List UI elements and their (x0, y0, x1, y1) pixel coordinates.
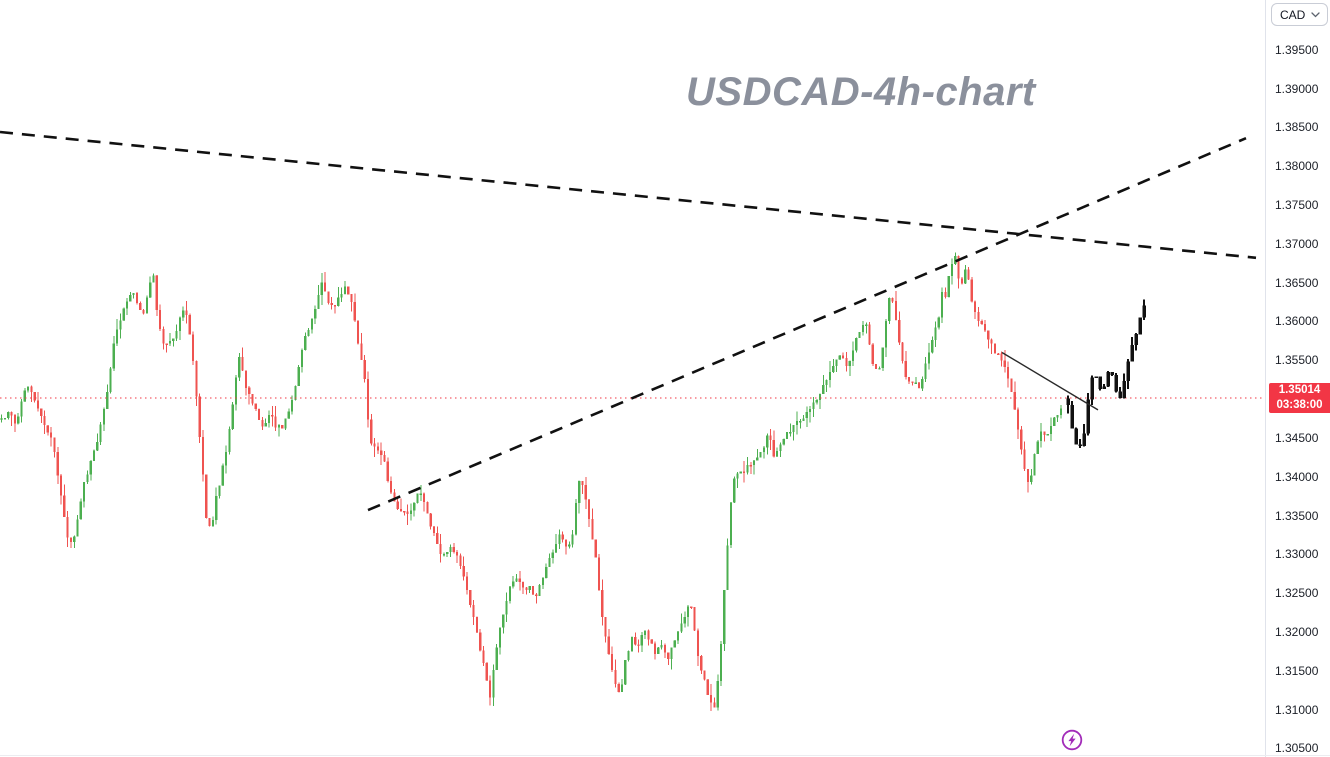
axis-tick-label: 1.37000 (1275, 237, 1319, 251)
chart-canvas[interactable] (0, 0, 1265, 757)
currency-selector-label: CAD (1280, 7, 1306, 22)
axis-tick-label: 1.36500 (1275, 276, 1319, 290)
axis-tick-label: 1.33500 (1275, 509, 1319, 523)
axis-tick-label: 1.32500 (1275, 586, 1319, 600)
currency-selector[interactable]: CAD (1271, 3, 1328, 26)
ascending-trendline[interactable] (367, 137, 1247, 512)
chevron-down-icon (1311, 11, 1320, 17)
watermark-title: USDCAD-4h-chart (686, 70, 1036, 114)
axis-tick-label: 1.30500 (1275, 741, 1319, 755)
price-label-value: 1.35014 (1278, 384, 1321, 396)
lightning-button[interactable] (1060, 728, 1084, 752)
axis-tick-label: 1.34000 (1275, 470, 1319, 484)
price-label: 1.35014 03:38:00 (1269, 383, 1330, 413)
short-solid-line[interactable] (1001, 351, 1099, 411)
price-axis[interactable]: 1.35014 03:38:00 1.39500 1.39000 1.38500 1.… (1265, 0, 1330, 757)
axis-tick-label: 1.38000 (1275, 159, 1319, 173)
axis-tick-label: 1.35500 (1275, 353, 1319, 367)
projection-candles-layer (1066, 299, 1146, 448)
axis-tick-label: 1.34500 (1275, 431, 1319, 445)
axis-tick-label: 1.39500 (1275, 43, 1319, 57)
descending-trendline[interactable] (0, 130, 1257, 260)
axis-tick-label: 1.37500 (1275, 198, 1319, 212)
axis-tick-label: 1.39000 (1275, 82, 1319, 96)
axis-tick-label: 1.32000 (1275, 625, 1319, 639)
axis-tick-label: 1.31000 (1275, 703, 1319, 717)
lightning-icon (1061, 729, 1083, 751)
candles-layer (0, 252, 1062, 712)
axis-tick-label: 1.33000 (1275, 547, 1319, 561)
bottom-border (0, 755, 1330, 756)
price-label-countdown: 03:38:00 (1276, 399, 1323, 411)
axis-tick-label: 1.38500 (1275, 120, 1319, 134)
axis-tick-label: 1.31500 (1275, 664, 1319, 678)
axis-tick-label: 1.36000 (1275, 314, 1319, 328)
